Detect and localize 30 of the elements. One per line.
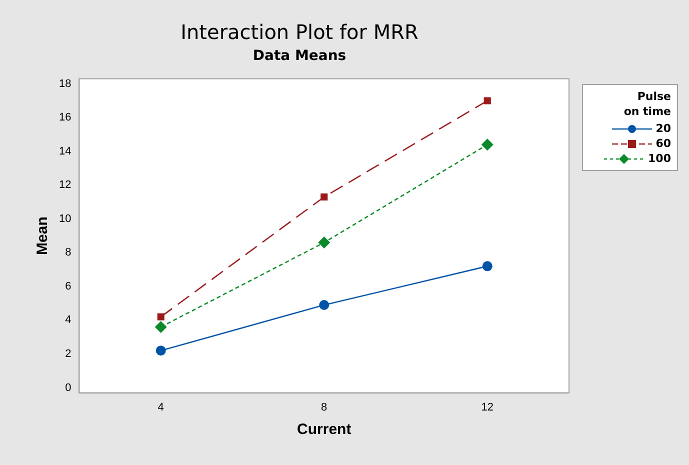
- y-tick-label: 10: [58, 212, 72, 225]
- y-tick-label: 12: [58, 179, 72, 192]
- point: [481, 138, 494, 151]
- y-tick-label: 4: [65, 314, 72, 326]
- x-tick-label: 4: [158, 401, 164, 414]
- point: [320, 193, 328, 201]
- y-tick-label: 16: [58, 112, 72, 124]
- legend-label: 20: [656, 122, 671, 135]
- legend-label: 60: [656, 137, 671, 150]
- point: [319, 300, 330, 310]
- y-tick-label: 18: [58, 78, 72, 90]
- point: [318, 236, 330, 249]
- point: [156, 346, 166, 356]
- point: [154, 320, 167, 333]
- chart-title: Interaction Plot for MRR: [180, 20, 419, 44]
- y-tick-label: 6: [65, 280, 72, 292]
- y-tick-label: 0: [65, 382, 72, 394]
- point: [484, 97, 491, 104]
- x-axis-title: Current: [297, 421, 352, 438]
- y-tick-label: 2: [65, 348, 72, 360]
- legend-title: Pulse on time: [622, 89, 671, 119]
- x-tick-label: 12: [481, 401, 494, 414]
- y-tick-label: 14: [58, 145, 72, 158]
- chart-subtitle: Data Means: [252, 48, 346, 64]
- point: [482, 261, 492, 272]
- point: [157, 313, 164, 320]
- x-tick-label: 8: [321, 401, 328, 414]
- y-axis-title: Mean: [34, 216, 52, 255]
- y-tick-label: 8: [65, 246, 72, 259]
- legend-label: 100: [648, 152, 671, 165]
